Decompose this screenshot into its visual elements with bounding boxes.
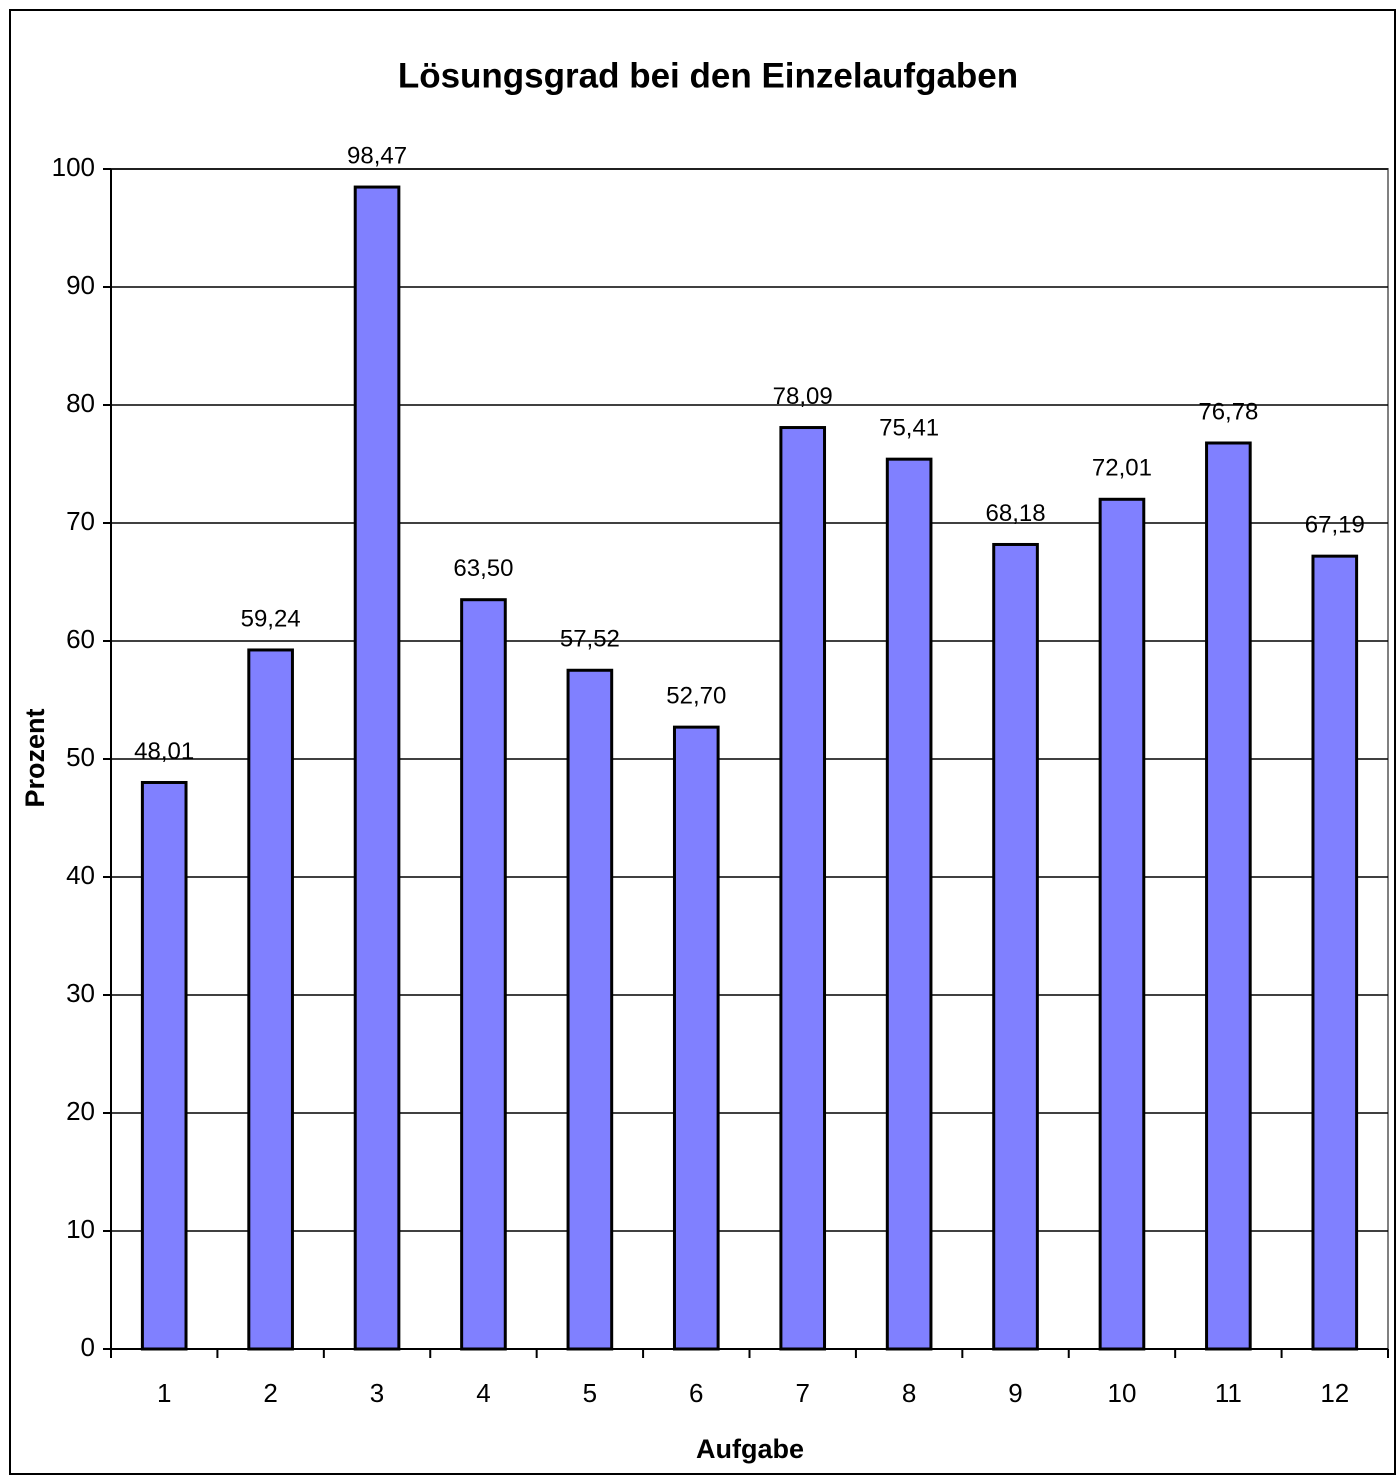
bar bbox=[247, 648, 294, 1351]
y-axis-title: Prozent bbox=[20, 708, 50, 807]
data-label: 63,50 bbox=[453, 555, 513, 582]
data-label: 72,01 bbox=[1092, 455, 1152, 482]
bar bbox=[460, 598, 507, 1351]
x-axis-title: Aufgabe bbox=[696, 1434, 804, 1464]
y-tick-label: 100 bbox=[52, 152, 95, 182]
data-label: 59,24 bbox=[241, 605, 301, 632]
data-label: 67,19 bbox=[1305, 512, 1365, 539]
bar bbox=[885, 457, 933, 1351]
data-label: 75,41 bbox=[879, 415, 939, 442]
x-tick-label: 2 bbox=[263, 1378, 277, 1408]
x-tick-label: 1 bbox=[157, 1378, 171, 1408]
y-tick-label: 0 bbox=[81, 1332, 95, 1362]
data-label: 76,78 bbox=[1198, 398, 1258, 425]
data-label: 68,18 bbox=[986, 500, 1046, 527]
y-tick-label: 50 bbox=[66, 742, 95, 772]
bar bbox=[672, 725, 720, 1351]
y-tick-label: 90 bbox=[66, 270, 95, 300]
y-tick-label: 30 bbox=[66, 978, 95, 1008]
data-label: 48,01 bbox=[134, 738, 194, 765]
y-tick-label: 20 bbox=[66, 1096, 95, 1126]
y-tick-label: 70 bbox=[66, 506, 95, 536]
chart-title: Lösungsgrad bei den Einzelaufgaben bbox=[398, 56, 1018, 95]
x-tick-label: 6 bbox=[689, 1378, 703, 1408]
bar bbox=[566, 668, 614, 1351]
x-tick-label: 8 bbox=[902, 1378, 916, 1408]
x-tick-label: 5 bbox=[583, 1378, 597, 1408]
x-tick-label: 7 bbox=[795, 1378, 809, 1408]
bar bbox=[1311, 554, 1359, 1351]
bar bbox=[1098, 497, 1146, 1351]
y-tick-label: 80 bbox=[66, 388, 95, 418]
x-tick-label: 12 bbox=[1320, 1378, 1349, 1408]
y-tick-label: 10 bbox=[66, 1214, 95, 1244]
y-tick-label: 60 bbox=[66, 624, 95, 654]
x-tick-label: 3 bbox=[370, 1378, 384, 1408]
x-tick-label: 4 bbox=[476, 1378, 490, 1408]
data-label: 98,47 bbox=[347, 142, 407, 169]
data-label: 57,52 bbox=[560, 626, 620, 653]
x-tick-label: 10 bbox=[1107, 1378, 1136, 1408]
data-label: 52,70 bbox=[666, 682, 726, 709]
bar bbox=[1205, 441, 1252, 1351]
bar bbox=[992, 542, 1039, 1351]
bar bbox=[779, 426, 827, 1351]
data-label: 78,09 bbox=[773, 383, 833, 410]
y-tick-label: 40 bbox=[66, 860, 95, 890]
bar bbox=[353, 185, 401, 1351]
bar bbox=[140, 780, 188, 1351]
x-tick-label: 9 bbox=[1008, 1378, 1022, 1408]
x-tick-label: 11 bbox=[1215, 1378, 1242, 1408]
